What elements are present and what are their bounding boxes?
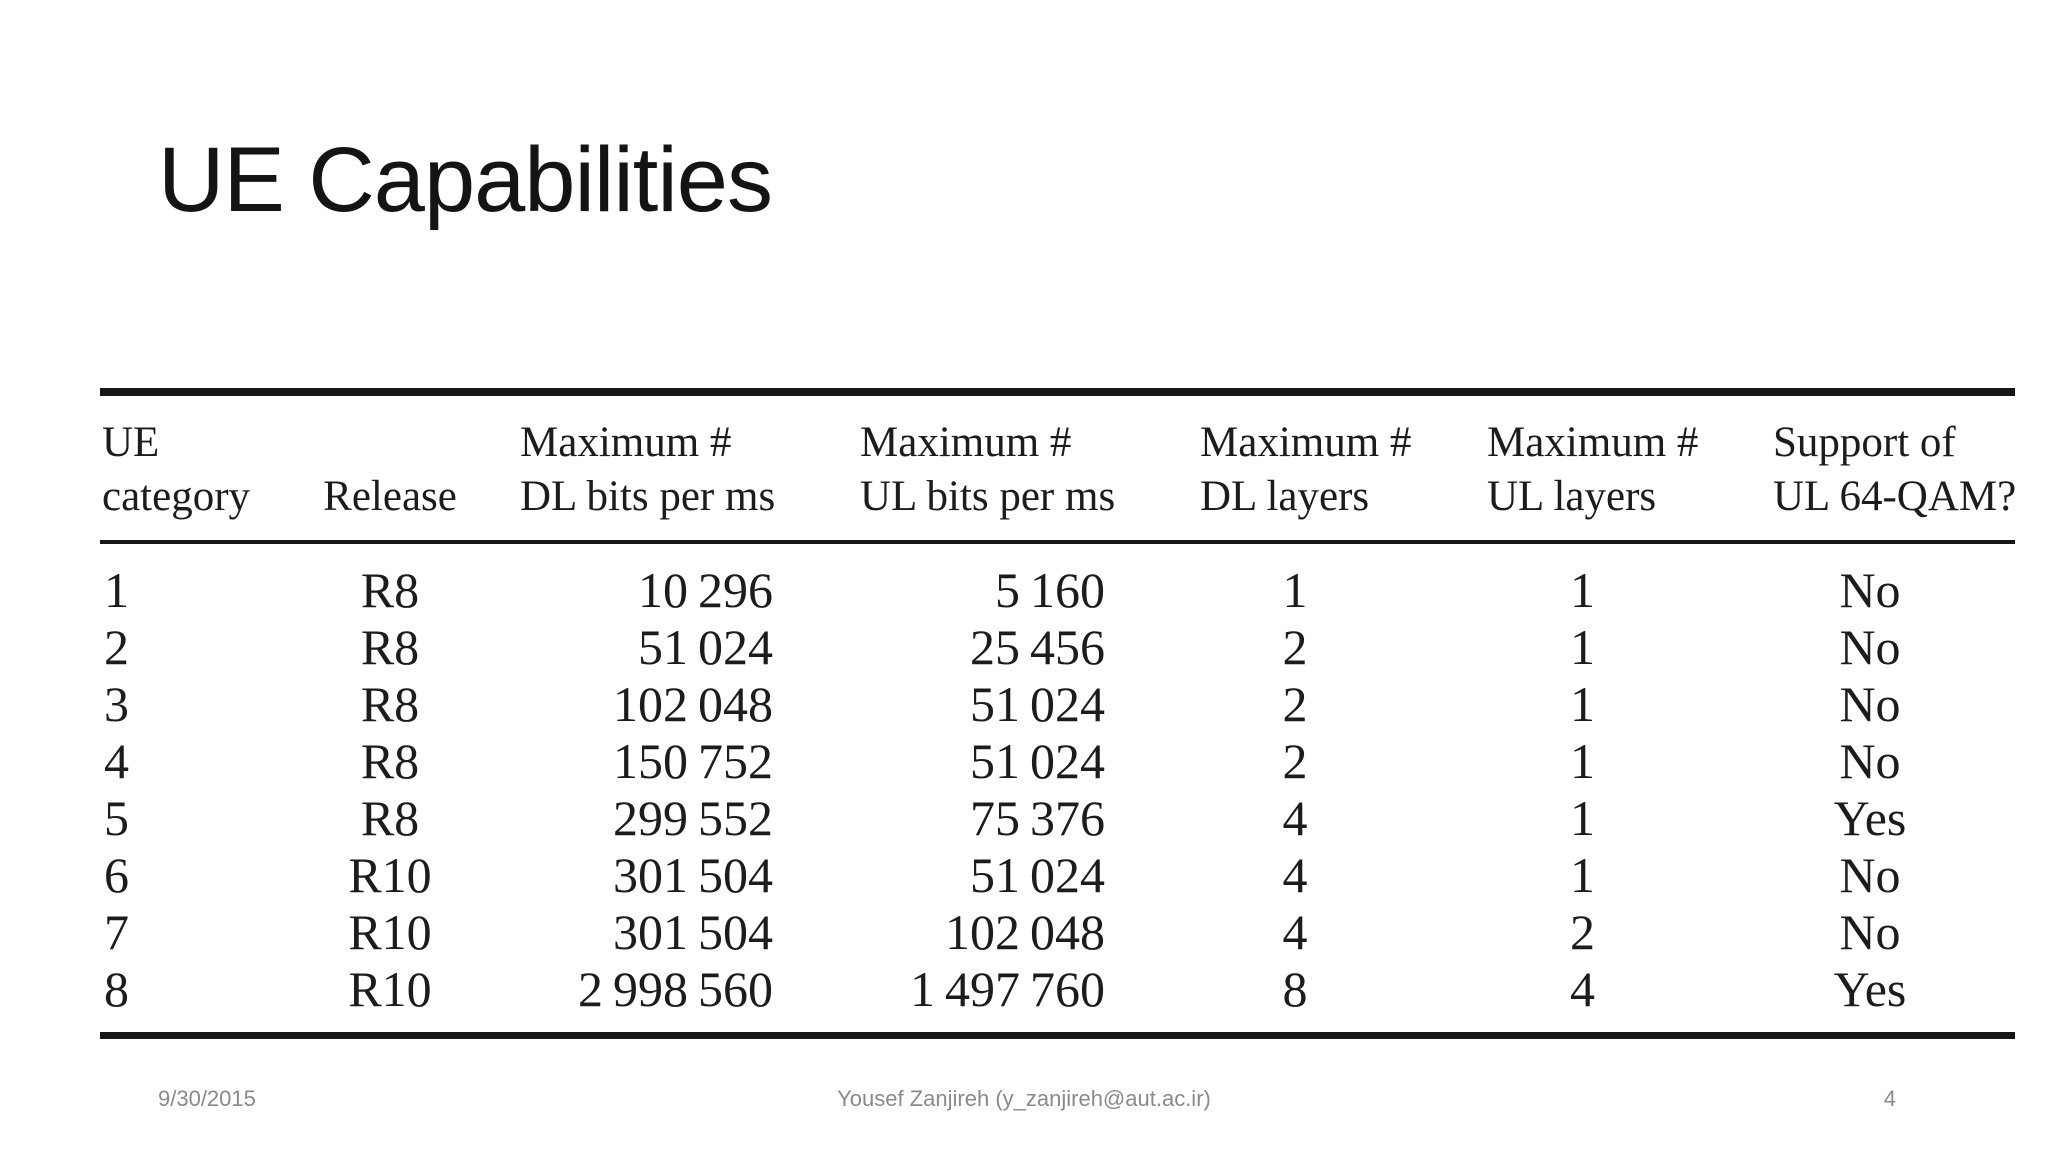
footer-page-number: 4 bbox=[1883, 1086, 1896, 1111]
table-cell-max-ul-layers: 1 bbox=[1570, 562, 1595, 618]
table-cell-max-dl-bits-per-ms: 301 504 bbox=[612, 904, 773, 960]
table-body: 1 R8 10 296 5 160 1 1 No 2 R8 51 024 25 456 2 1 No 3 R8… bbox=[100, 542, 2015, 1036]
table-cell-max-ul-bits-per-ms: 51 024 bbox=[969, 733, 1105, 789]
table-cell-max-dl-bits-per-ms: 150 752 bbox=[612, 733, 773, 789]
table-row: 7 R10 301 504 102 048 4 2 No bbox=[100, 904, 2015, 961]
table-cell-ue-category: 4 bbox=[104, 733, 129, 789]
table-cell-max-ul-bits-per-ms: 5 160 bbox=[994, 562, 1105, 618]
column-header-ue-category: UE category bbox=[100, 392, 310, 544]
table-cell-release: R8 bbox=[360, 619, 420, 675]
table-cell-max-ul-bits-per-ms: 75 376 bbox=[969, 790, 1105, 846]
table-cell-support-ul-64qam: No bbox=[1839, 847, 1901, 903]
table-cell-release: R10 bbox=[348, 904, 432, 960]
table-cell-ue-category: 8 bbox=[104, 961, 129, 1017]
table-cell-release: R8 bbox=[360, 733, 420, 789]
table-cell-ue-category: 1 bbox=[104, 562, 129, 618]
table-row: 8 R10 2 998 560 1 497 760 8 4 Yes bbox=[100, 961, 2015, 1036]
footer-date: 9/30/2015 bbox=[158, 1086, 256, 1111]
slide-title: UE Capabilities bbox=[158, 129, 773, 231]
table-cell-max-ul-bits-per-ms: 102 048 bbox=[944, 904, 1105, 960]
table-cell-support-ul-64qam: Yes bbox=[1833, 961, 1907, 1017]
table-cell-max-ul-bits-per-ms: 51 024 bbox=[969, 676, 1105, 732]
table-cell-max-ul-bits-per-ms: 25 456 bbox=[969, 619, 1105, 675]
table-cell-release: R8 bbox=[360, 562, 420, 618]
table-cell-support-ul-64qam: No bbox=[1839, 904, 1901, 960]
table-cell-max-ul-layers: 1 bbox=[1570, 790, 1595, 846]
table-cell-ue-category: 6 bbox=[104, 847, 129, 903]
ue-capabilities-table: UE category Release Maximum # DL bits per ms… bbox=[100, 388, 2016, 1039]
table-cell-release: R10 bbox=[348, 847, 432, 903]
capabilities-table: UE category Release Maximum # DL bits per ms… bbox=[100, 388, 2016, 1039]
table-cell-release: R8 bbox=[360, 676, 420, 732]
table-cell-support-ul-64qam: No bbox=[1839, 619, 1901, 675]
table-cell-max-dl-bits-per-ms: 301 504 bbox=[612, 847, 773, 903]
table-cell-max-ul-layers: 1 bbox=[1570, 847, 1595, 903]
table-cell-ue-category: 7 bbox=[104, 904, 129, 960]
table-header-row: UE category Release Maximum # DL bits per ms… bbox=[100, 392, 2016, 544]
table-cell-ue-category: 5 bbox=[104, 790, 129, 846]
table-cell-support-ul-64qam: No bbox=[1839, 733, 1901, 789]
slide-footer: 9/30/2015 Yousef Zanjireh (y_zanjireh@au… bbox=[0, 1086, 2048, 1116]
table-cell-max-dl-layers: 4 bbox=[1282, 790, 1308, 846]
table-cell-max-dl-bits-per-ms: 299 552 bbox=[612, 790, 773, 846]
table-row: 4 R8 150 752 51 024 2 1 No bbox=[100, 733, 2015, 790]
table-cell-release: R10 bbox=[348, 961, 432, 1017]
column-header-max-ul-layers: Maximum # UL layers bbox=[1440, 392, 1725, 544]
table-cell-max-dl-layers: 4 bbox=[1282, 847, 1308, 903]
table-row: 2 R8 51 024 25 456 2 1 No bbox=[100, 619, 2015, 676]
column-header-support-ul-64qam: Support of UL 64-QAM? bbox=[1725, 392, 2016, 544]
table-cell-ue-category: 2 bbox=[104, 619, 129, 675]
footer-author: Yousef Zanjireh (y_zanjireh@aut.ac.ir) bbox=[837, 1086, 1211, 1111]
column-header-max-dl-bits-per-ms: Maximum # DL bits per ms bbox=[470, 392, 815, 544]
table-cell-max-dl-layers: 2 bbox=[1282, 619, 1308, 675]
table-cell-max-ul-bits-per-ms: 51 024 bbox=[969, 847, 1105, 903]
column-header-release: Release bbox=[310, 392, 470, 544]
table-row: 6 R10 301 504 51 024 4 1 No bbox=[100, 847, 2015, 904]
table-cell-max-dl-bits-per-ms: 102 048 bbox=[612, 676, 773, 732]
table-cell-max-dl-layers: 4 bbox=[1282, 904, 1308, 960]
table-row: 1 R8 10 296 5 160 1 1 No bbox=[100, 542, 2015, 619]
table-cell-max-ul-layers: 4 bbox=[1570, 961, 1595, 1017]
table-row: 5 R8 299 552 75 376 4 1 Yes bbox=[100, 790, 2015, 847]
table-cell-max-dl-layers: 1 bbox=[1282, 562, 1308, 618]
table-cell-support-ul-64qam: No bbox=[1839, 676, 1901, 732]
table-cell-release: R8 bbox=[360, 790, 420, 846]
table-cell-max-dl-layers: 8 bbox=[1282, 961, 1308, 1017]
table-row: 3 R8 102 048 51 024 2 1 No bbox=[100, 676, 2015, 733]
table-cell-max-ul-layers: 1 bbox=[1570, 619, 1595, 675]
table-cell-max-ul-layers: 1 bbox=[1570, 733, 1595, 789]
table-cell-max-dl-layers: 2 bbox=[1282, 733, 1308, 789]
table-cell-max-dl-bits-per-ms: 2 998 560 bbox=[577, 961, 773, 1017]
column-header-max-ul-bits-per-ms: Maximum # UL bits per ms bbox=[815, 392, 1150, 544]
table-cell-max-dl-layers: 2 bbox=[1282, 676, 1308, 732]
table-cell-max-ul-layers: 1 bbox=[1570, 676, 1595, 732]
column-header-max-dl-layers: Maximum # DL layers bbox=[1150, 392, 1440, 544]
table-cell-ue-category: 3 bbox=[104, 676, 129, 732]
table-cell-max-ul-bits-per-ms: 1 497 760 bbox=[909, 961, 1105, 1017]
table-cell-max-ul-layers: 2 bbox=[1570, 904, 1595, 960]
table-cell-support-ul-64qam: No bbox=[1839, 562, 1901, 618]
table-cell-max-dl-bits-per-ms: 10 296 bbox=[637, 562, 773, 618]
table-cell-support-ul-64qam: Yes bbox=[1833, 790, 1907, 846]
table-cell-max-dl-bits-per-ms: 51 024 bbox=[637, 619, 773, 675]
table-header: UE category Release Maximum # DL bits per ms… bbox=[100, 392, 2016, 544]
